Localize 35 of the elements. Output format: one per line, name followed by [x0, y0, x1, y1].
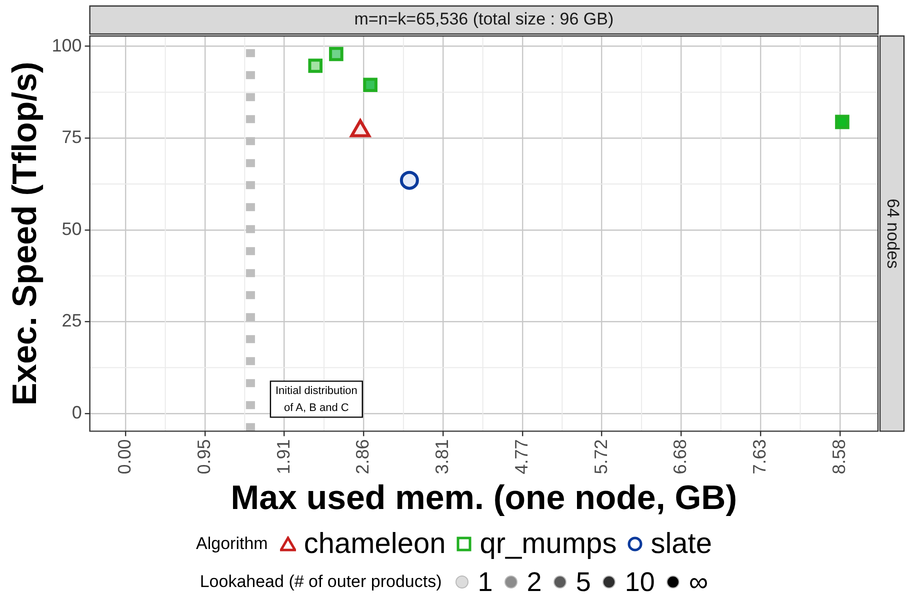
- point: [400, 170, 419, 190]
- text: Lookahead (# of outer products): [200, 572, 442, 592]
- point: [308, 58, 323, 73]
- x-tick-label: 2.86: [352, 439, 373, 474]
- x-tick-label: 0.00: [114, 439, 135, 474]
- legend-label: 10: [624, 566, 655, 598]
- legend-label: 5: [576, 566, 591, 598]
- y-tick-label: 75: [62, 127, 82, 148]
- x-tick-label: 3.81: [432, 439, 452, 474]
- x-tick-label: 6.68: [670, 439, 690, 474]
- point: [835, 114, 850, 130]
- legend-label: slate: [650, 528, 712, 560]
- x-tick-label: 0.95: [194, 439, 214, 474]
- text: 64 nodes: [883, 198, 902, 269]
- x-tick-label: 5.72: [590, 439, 611, 474]
- x-axis-title: Max used mem. (one node, GB): [230, 478, 738, 517]
- point: [363, 78, 378, 92]
- legend-title: Algorithm: [196, 534, 268, 554]
- legend-label: 1: [478, 566, 493, 598]
- chart-title: m=n=k=65,536 (total size : 96 GB): [354, 10, 614, 29]
- y-tick-label: 25: [62, 310, 82, 331]
- x-tick-label: 1.91: [273, 439, 294, 474]
- y-tick-label: 50: [62, 218, 82, 239]
- x-tick-label: 4.77: [511, 439, 532, 474]
- y-tick-label: 100: [52, 35, 82, 56]
- legend-label: ∞: [688, 566, 708, 598]
- y-axis-title: Exec. Speed (Tflop/s): [6, 62, 44, 406]
- point: [329, 46, 344, 62]
- ref-line-label: Initial distribution of A, B and C: [275, 385, 358, 414]
- y-tick-label: 0: [72, 402, 82, 423]
- legend-label: 2: [526, 566, 542, 598]
- legend-label: chameleon: [304, 528, 446, 560]
- x-tick-label: 8.58: [828, 439, 849, 474]
- x-tick-label: 7.63: [750, 439, 770, 474]
- legend-label: qr_mumps: [480, 528, 617, 560]
